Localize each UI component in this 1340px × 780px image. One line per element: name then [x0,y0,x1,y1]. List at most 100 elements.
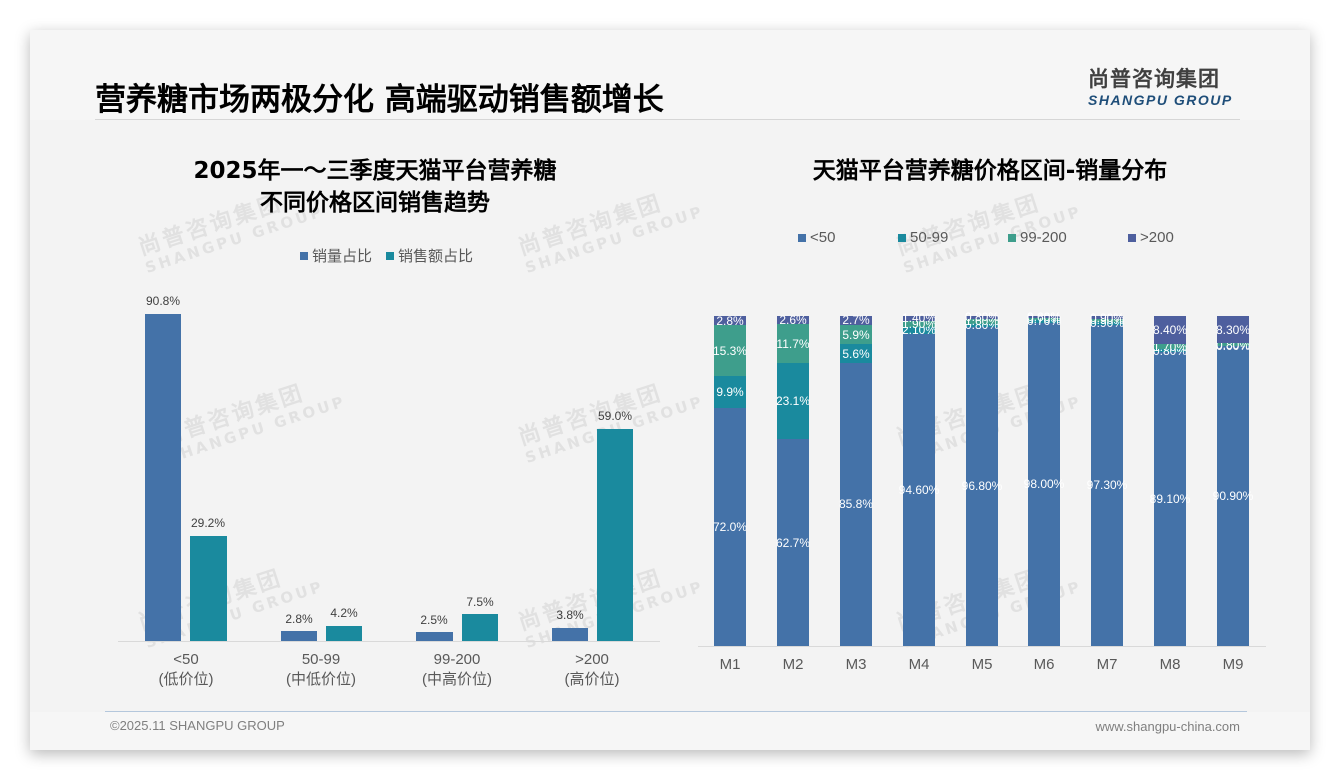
stacked-bar-m5: 96.80% 0.80% 1.60% 0.80% [962,310,1002,646]
legend-item-gt200: >200 [1128,229,1174,246]
right-chart-legend: <50 50-99 99-200 >200 [798,229,1174,246]
segment-value-label: 5.6% [842,346,870,361]
bar-volume-gt200 [552,628,588,641]
value-label: 3.8% [556,608,584,622]
bar-segment [714,325,746,376]
segment-value-label: 89.10% [1149,492,1191,506]
month-label: M4 [908,656,930,673]
bar-sales-lt50 [190,536,227,641]
month-label: M6 [1033,656,1055,673]
stacked-bar-m8: 89.10% 0.80% 1.70% 8.40% [1150,316,1190,646]
bar-segment [777,362,809,440]
segment-value-label: 72.0% [712,520,748,535]
logo-cn-text: 尚普咨询集团 [1088,67,1220,91]
right-x-axis [698,646,1266,647]
header-divider [95,119,1240,120]
bar-sales-99-200 [462,614,498,641]
value-label: 90.8% [145,294,181,308]
segment-value-label: 23.1% [775,393,811,408]
legend-item-sales: 销售额占比 [386,245,473,266]
bar-segment [1028,322,1060,646]
left-x-axis [118,641,660,642]
segment-value-label: 62.7% [775,535,811,550]
bar-sales-50-99 [326,626,362,641]
segment-value-label: 15.3% [712,343,748,358]
bar-segment [840,316,872,325]
segment-value-label: 94.60% [898,482,940,497]
legend-item-lt50: <50 [798,229,898,246]
bar-segment [1091,318,1123,322]
segment-value-label: 0.90% [1089,310,1125,325]
stacked-bar-m2: 62.7% 23.1% 11.7% 2.6% [776,313,810,646]
left-chart-title: 2025年一～三季度天猫平台营养糖 不同价格区间销售趋势 [193,158,557,216]
page-title: 营养糖市场两极分化 高端驱动销售额增长 [95,82,664,118]
category-label: 99-200 (中高价位) [422,651,492,688]
stacked-bar-m3: 85.8% 5.6% 5.9% 2.7% [839,313,873,646]
month-label: M3 [845,656,867,673]
value-label: 59.0% [597,409,633,423]
segment-value-label: 97.30% [1086,478,1128,493]
bar-segment [840,344,872,363]
value-label: 29.2% [190,516,226,530]
footer-band [30,712,1310,750]
legend-swatch [300,251,308,260]
bar-segment [840,324,872,345]
month-label: M1 [719,656,741,673]
segment-value-label: 98.00% [1023,477,1065,492]
legend-item-volume: 销量占比 [300,245,372,266]
bar-segment [714,316,746,326]
segment-value-label: 0.60% [1026,310,1062,324]
category-label: 50-99 (中低价位) [286,651,356,688]
bar-segment [1091,321,1123,325]
segment-value-label: 8.40% [1152,322,1188,337]
month-label: M9 [1222,656,1244,673]
bar-volume-lt50 [145,314,181,641]
bar-segment [777,315,809,325]
segment-value-label: 5.9% [842,327,870,342]
bar-segment [966,323,998,327]
segment-value-label: 2.8% [716,313,744,328]
bar-segment [903,333,935,646]
month-label: M8 [1159,656,1181,673]
bar-sales-gt200 [597,429,633,641]
category-label: >200 (高价位) [564,651,620,688]
segment-value-label: 1.40% [901,311,937,326]
bar-volume-99-200 [416,632,453,641]
slide: 营养糖市场两极分化 高端驱动销售额增长 尚普咨询集团 SHANGPU GROUP… [30,30,1310,750]
segment-value-label: 0.80% [964,310,1000,325]
right-chart-title: 天猫平台营养糖价格区间-销量分布 [812,158,1168,184]
value-label: 7.5% [466,595,494,609]
segment-value-label: 0.70% [1026,312,1062,327]
stacked-bar-m1: 72.0% 9.9% 15.3% 2.8% [713,314,747,646]
bar-segment [1217,346,1249,646]
month-label: M5 [971,656,993,673]
bar-segment [966,318,998,324]
value-label: 2.5% [420,613,448,627]
logo-en-text: SHANGPU GROUP [1088,92,1233,108]
month-label: M2 [782,656,804,673]
bar-segment [1091,316,1123,319]
left-chart-legend: 销量占比 销售额占比 [300,245,473,266]
bar-segment [1217,343,1249,347]
bar-segment [1217,316,1249,344]
footer-copyright: ©2025.11 SHANGPU GROUP [110,718,285,733]
segment-value-label: 8.30% [1215,322,1251,337]
bar-segment [903,320,935,327]
stacked-bar-m6: 98.00% 0.70% 0.70% 0.60% [1024,310,1064,646]
segment-value-label: 9.9% [716,385,744,400]
bar-segment [903,316,935,321]
bar-segment [1154,343,1186,350]
segment-value-label: 2.6% [779,312,807,327]
bar-segment [777,324,809,363]
month-label: M7 [1096,656,1118,673]
legend-swatch [386,251,395,260]
bar-segment [903,326,935,334]
bar-segment [966,326,998,646]
header-band [30,30,1310,120]
bar-volume-50-99 [281,631,317,641]
bar-segment [1154,351,1186,646]
bar-segment [777,439,809,646]
bar-segment [1091,324,1123,646]
bar-segment [1028,318,1060,321]
